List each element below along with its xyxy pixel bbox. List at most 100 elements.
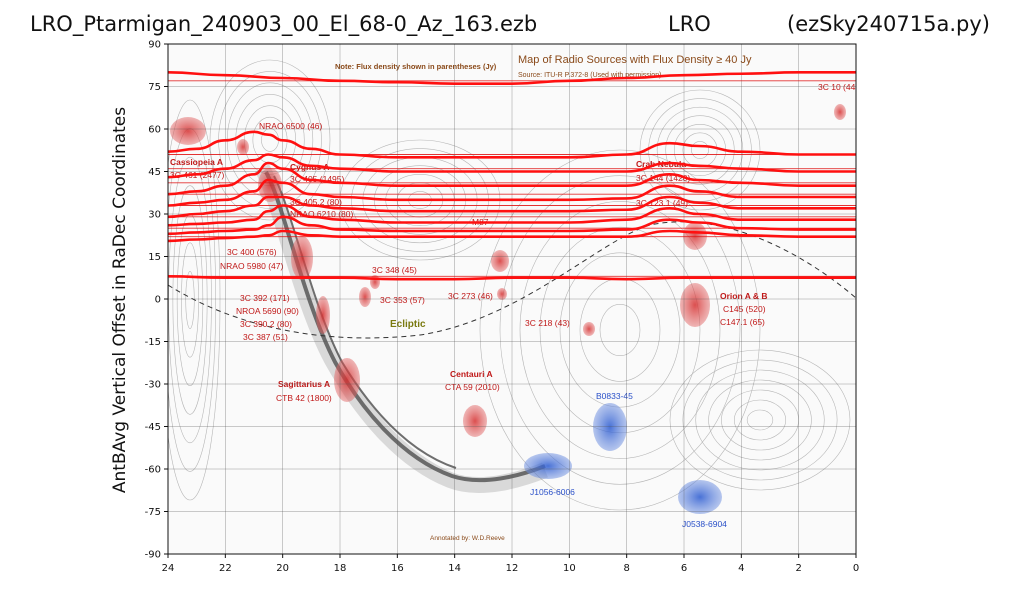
label-3c-400: 3C 400 (576) bbox=[227, 247, 277, 257]
x-tick-label: 4 bbox=[738, 563, 744, 574]
source-cassiopeia-a bbox=[170, 117, 206, 145]
series-line-3 bbox=[168, 161, 856, 196]
y-tick-label: 60 bbox=[148, 125, 161, 136]
map-contour bbox=[746, 409, 774, 431]
series-line-0 bbox=[168, 71, 856, 85]
y-axis-ticks: 90 75 60 45 30 15 0 -15 -30 -45 -60 -75 -90 bbox=[145, 40, 168, 561]
label-nrao-5690: NROA 5690 (90) bbox=[236, 306, 299, 316]
label-3c-405-2: 3C 405.2 (80) bbox=[290, 197, 342, 207]
label-nrao-5980: NRAO 5980 (47) bbox=[220, 261, 283, 271]
x-tick-label: 16 bbox=[391, 563, 404, 574]
y-tick-label: 90 bbox=[148, 40, 161, 51]
source-3c-218 bbox=[583, 322, 595, 336]
source-3c-10 bbox=[834, 104, 846, 120]
map-contour bbox=[708, 379, 812, 461]
y-tick-label: -15 bbox=[145, 337, 161, 348]
series-line-8 bbox=[168, 229, 856, 243]
label-cassiopeia-a: Cassiopeia A bbox=[170, 157, 223, 167]
source-m87 bbox=[491, 250, 509, 272]
chart-title-script: (ezSky240715a.py) bbox=[787, 12, 990, 36]
x-tick-label: 0 bbox=[853, 563, 859, 574]
label-ctb-42: CTB 42 (1800) bbox=[276, 393, 332, 403]
label-3c-392: 3C 392 (171) bbox=[240, 293, 290, 303]
y-tick-label: -45 bbox=[145, 422, 161, 433]
source-orion bbox=[680, 283, 710, 327]
series-line-2 bbox=[168, 153, 856, 179]
map-contour bbox=[559, 252, 681, 408]
map-source: Source: ITU-R P.372-8 (Used with permiss… bbox=[518, 72, 661, 79]
map-contour bbox=[639, 89, 761, 211]
source-centauri-a bbox=[463, 405, 487, 437]
map-contour bbox=[599, 303, 641, 357]
source-3c-353 bbox=[359, 287, 371, 307]
series-line-5 bbox=[168, 195, 856, 219]
x-tick-label: 20 bbox=[276, 563, 289, 574]
map-contour bbox=[519, 201, 721, 459]
label-c145: C145 (520) bbox=[723, 304, 766, 314]
source-3c-348 bbox=[370, 275, 380, 289]
label-b0833-45: B0833-45 bbox=[596, 391, 633, 401]
label-cta-59: CTA 59 (2010) bbox=[445, 382, 500, 392]
map-contour bbox=[682, 132, 718, 168]
x-tick-label: 14 bbox=[448, 563, 461, 574]
label-j0538-6904: J0538-6904 bbox=[682, 519, 727, 529]
label-3c-387: 3C 387 (51) bbox=[243, 332, 288, 342]
ecliptic-label: Ecliptic bbox=[390, 319, 426, 330]
source-cygnus-a bbox=[258, 168, 282, 202]
map-title: Map of Radio Sources with Flux Density ≥… bbox=[518, 54, 752, 66]
label-centauri-a: Centauri A bbox=[450, 369, 493, 379]
label-3c-273: 3C 273 (46) bbox=[448, 291, 493, 301]
label-3c-353: 3C 353 (57) bbox=[380, 295, 425, 305]
map-contour bbox=[682, 359, 838, 481]
label-3c-144: 3C 144 (1420) bbox=[636, 173, 691, 183]
y-tick-label: 15 bbox=[148, 252, 161, 263]
label-j1056-6006: J1056-6006 bbox=[530, 487, 575, 497]
source-sagittarius-a bbox=[334, 358, 360, 402]
source-j0538-6904 bbox=[678, 480, 722, 514]
y-tick-label: 45 bbox=[148, 167, 161, 178]
x-tick-label: 6 bbox=[681, 563, 687, 574]
series-line-4 bbox=[168, 178, 856, 207]
label-3c-218: 3C 218 (43) bbox=[525, 318, 570, 328]
map-contour bbox=[669, 349, 851, 491]
map-contour bbox=[172, 185, 208, 415]
chart-title-filename: LRO_Ptarmigan_240903_00_El_68-0_Az_163.e… bbox=[30, 12, 538, 36]
label-nrao-6500: NRAO 6500 (46) bbox=[259, 121, 322, 131]
y-tick-label: -30 bbox=[145, 380, 161, 391]
map-credit: Annotated by: W.D.Reeve bbox=[430, 535, 505, 542]
y-tick-label: -90 bbox=[145, 550, 161, 561]
map-contour bbox=[665, 115, 735, 185]
map-contour bbox=[691, 141, 709, 159]
label-3c-10: 3C 10 (44) bbox=[818, 82, 858, 92]
map-contour bbox=[479, 149, 761, 511]
map-contour bbox=[209, 59, 331, 221]
x-axis-ticks: 24 22 20 18 16 14 12 10 8 6 4 2 0 bbox=[162, 554, 859, 574]
source-3c-273 bbox=[497, 288, 507, 300]
source-3c-392 bbox=[316, 296, 330, 334]
source-3c-400 bbox=[291, 236, 313, 280]
y-tick-label: 0 bbox=[155, 295, 161, 306]
map-contour bbox=[656, 106, 744, 194]
source-b0833-45 bbox=[593, 403, 627, 451]
y-tick-label: 30 bbox=[148, 210, 161, 221]
y-tick-label: -75 bbox=[145, 507, 161, 518]
series-line-9 bbox=[168, 275, 856, 281]
x-tick-label: 10 bbox=[563, 563, 576, 574]
series-line-1 bbox=[168, 130, 856, 159]
label-c147-1: C147.1 (65) bbox=[720, 317, 765, 327]
x-tick-label: 2 bbox=[795, 563, 801, 574]
map-contour bbox=[168, 99, 221, 501]
chart-title-station: LRO bbox=[668, 12, 711, 36]
map-contour bbox=[695, 369, 825, 471]
source-j1056-6006 bbox=[524, 453, 572, 479]
label-3c-348: 3C 348 (45) bbox=[372, 265, 417, 275]
x-tick-label: 8 bbox=[623, 563, 629, 574]
label-orion: Orion A & B bbox=[720, 291, 768, 301]
label-3c-123-1: 3C 123.1 (49) bbox=[636, 198, 688, 208]
x-tick-label: 24 bbox=[162, 563, 175, 574]
map-contour bbox=[733, 399, 787, 441]
grid-lines bbox=[168, 44, 856, 554]
x-tick-label: 12 bbox=[506, 563, 519, 574]
series-line-7 bbox=[168, 215, 856, 236]
